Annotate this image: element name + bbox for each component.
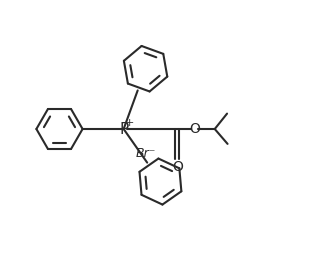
Text: P: P bbox=[119, 122, 128, 136]
Text: +: + bbox=[125, 118, 134, 128]
Text: Br⁻: Br⁻ bbox=[135, 147, 156, 160]
Text: O: O bbox=[172, 160, 183, 174]
Text: O: O bbox=[189, 122, 200, 136]
